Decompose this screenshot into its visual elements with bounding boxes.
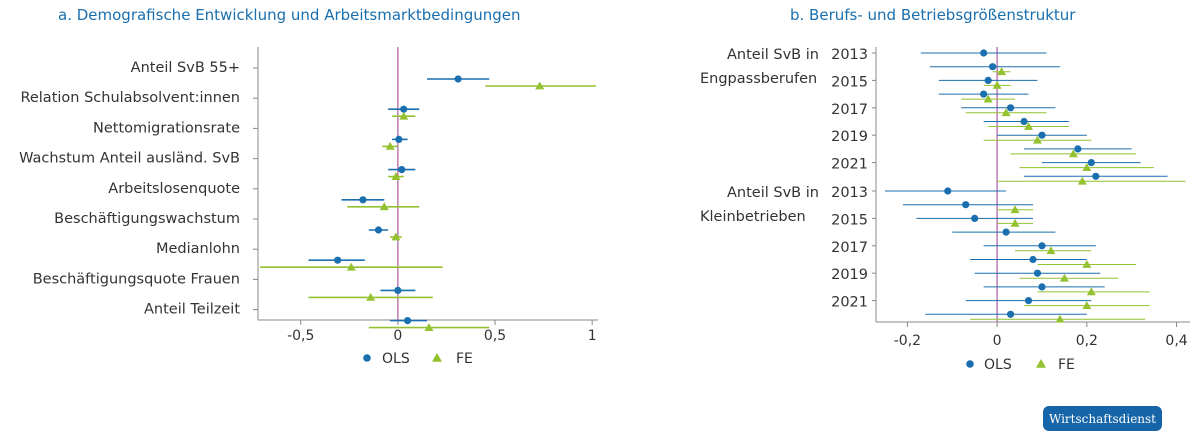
panel-b-group-label: Anteil SvB in bbox=[727, 185, 819, 201]
panel-b-year-label: 2015 bbox=[831, 74, 868, 90]
panel-b-fe-point bbox=[1024, 122, 1034, 130]
panel-a-fe-point bbox=[379, 202, 389, 211]
panel-b-ols-point bbox=[962, 201, 970, 209]
panel-b-fe-point bbox=[1077, 176, 1087, 185]
panel-a-ols-point bbox=[359, 196, 367, 204]
panel-b-ols-point bbox=[1038, 131, 1046, 139]
panel-a-category-label: Nettomigrationsrate bbox=[93, 120, 240, 136]
panel-a-fe-point bbox=[399, 111, 409, 120]
panel-a-x-tick-label: 0 bbox=[393, 328, 402, 344]
panel-b-fe-point bbox=[1010, 218, 1020, 227]
panel-b-title: b. Berufs- und Betriebsgrößenstruktur bbox=[790, 6, 1076, 24]
panel-b-fe-point bbox=[1046, 246, 1056, 255]
panel-b-fe-point bbox=[983, 94, 993, 103]
panel-b-fe-point bbox=[1082, 260, 1092, 268]
panel-b-year-label: 2013 bbox=[831, 47, 868, 63]
panel-b-ols-point bbox=[1033, 269, 1042, 277]
panel-b-ols-point bbox=[989, 63, 997, 71]
panel-b-fe-point bbox=[1082, 163, 1092, 171]
panel-a-legend-fe-marker bbox=[432, 353, 442, 362]
panel-b-fe-point bbox=[1055, 314, 1065, 323]
panel-b-group-label: Anteil SvB in bbox=[727, 47, 819, 63]
panel-a-category-label: Wachstum Anteil ausländ. SvB bbox=[19, 151, 240, 167]
panel-a-x-tick-label: 0,5 bbox=[484, 328, 506, 344]
panel-b-fe-point bbox=[997, 67, 1007, 76]
panel-b-year-label: 2019 bbox=[831, 129, 868, 145]
panel-b-ols-point bbox=[1038, 283, 1046, 291]
panel-a-category-label: Anteil SvB 55+ bbox=[131, 60, 240, 76]
panel-a-ols-point bbox=[454, 75, 462, 83]
panel-b-fe-point bbox=[1086, 287, 1096, 296]
panel-b-ols-point bbox=[1074, 145, 1082, 153]
panel-b-ols-point bbox=[1092, 172, 1100, 180]
panel-b-ols-point bbox=[1038, 242, 1046, 250]
panel-b-group-label: Kleinbetrieben bbox=[700, 209, 806, 225]
panel-b-ols-point bbox=[1087, 159, 1095, 167]
panel-b-ols-point bbox=[971, 214, 979, 222]
panel-b-fe-point bbox=[1059, 273, 1069, 282]
panel-b-legend-fe-label: FE bbox=[1058, 357, 1075, 373]
panel-a-fe-point bbox=[535, 81, 545, 90]
panel-a-legend-ols-label: OLS bbox=[382, 351, 410, 367]
panel-b-ols-point bbox=[1006, 310, 1015, 318]
panel-b-year-label: 2013 bbox=[831, 185, 868, 201]
panel-a-x-tick-label: -0,5 bbox=[287, 328, 314, 344]
panel-b-x-tick-label: 0 bbox=[993, 333, 1002, 349]
panel-a-fe-point bbox=[385, 141, 395, 150]
panel-b-year-label: 2019 bbox=[831, 267, 868, 283]
panel-a-ols-point bbox=[398, 166, 406, 174]
panel-a-category-label: Relation Schulabsolvent:innen bbox=[20, 90, 240, 106]
panel-a-fe-point bbox=[366, 292, 376, 301]
panel-b-year-label: 2017 bbox=[831, 240, 868, 256]
panel-b-ols-point bbox=[1002, 228, 1010, 236]
panel-a-category-label: Arbeitslosenquote bbox=[108, 181, 240, 197]
panel-a-ols-point bbox=[400, 105, 408, 113]
panel-b-ols-point bbox=[1006, 104, 1015, 112]
panel-a-fe-point bbox=[391, 172, 401, 180]
panel-b-year-label: 2017 bbox=[831, 102, 868, 118]
panel-a-fe-point bbox=[424, 323, 434, 331]
panel-a-ols-point bbox=[395, 135, 403, 143]
panel-b-group-label: Engpassberufen bbox=[700, 71, 817, 87]
panel-b-year-label: 2021 bbox=[831, 157, 868, 173]
panel-b-ols-point bbox=[984, 76, 992, 84]
panel-b-fe-point bbox=[1010, 205, 1020, 214]
panel-a-category-label: Medianlohn bbox=[156, 241, 240, 257]
publisher-badge: Wirtschaftsdienst bbox=[1043, 406, 1162, 431]
panel-b-fe-point bbox=[1032, 135, 1042, 144]
panel-a-title: a. Demografische Entwicklung und Arbeits… bbox=[58, 6, 521, 24]
panel-b-x-tick-label: 0,2 bbox=[1076, 333, 1098, 349]
panel-b-fe-point bbox=[992, 80, 1002, 89]
panel-a-ols-point bbox=[374, 226, 383, 234]
panel-b-fe-point bbox=[1001, 108, 1011, 117]
panel-a-legend-fe-label: FE bbox=[456, 351, 473, 367]
panel-b-legend-ols-label: OLS bbox=[984, 357, 1012, 373]
panel-b-year-label: 2015 bbox=[831, 212, 868, 228]
panel-a-category-label: Beschäftigungswachstum bbox=[54, 211, 240, 227]
panel-a-ols-point bbox=[334, 256, 342, 264]
panel-a-x-tick-label: 1 bbox=[588, 328, 597, 344]
panel-b-year-label: 2021 bbox=[831, 295, 868, 311]
panel-a-category-label: Beschäftigungsquote Frauen bbox=[33, 271, 240, 287]
panel-a-ols-point bbox=[394, 286, 402, 294]
panel-b-ols-point bbox=[980, 49, 988, 57]
panel-a-category-label: Anteil Teilzeit bbox=[144, 302, 240, 318]
panel-b-fe-point bbox=[1082, 301, 1092, 309]
panel-b-legend-fe-marker bbox=[1036, 359, 1046, 368]
panel-b-ols-point bbox=[944, 187, 952, 195]
panel-a-fe-point bbox=[391, 232, 401, 241]
panel-b-ols-point bbox=[1020, 117, 1028, 126]
panel-b-ols-point bbox=[1029, 255, 1037, 264]
panel-b-ols-point bbox=[980, 90, 988, 98]
panel-a-fe-point bbox=[346, 262, 356, 271]
panel-a-legend-ols-marker bbox=[363, 354, 371, 362]
panel-a-ols-point bbox=[404, 317, 412, 325]
panel-b-x-tick-label: 0,4 bbox=[1165, 333, 1187, 349]
panel-b-fe-point bbox=[1068, 149, 1078, 158]
panel-b-legend-ols-marker bbox=[966, 360, 974, 368]
panel-b-ols-point bbox=[1024, 297, 1033, 305]
panel-b-x-tick-label: -0,2 bbox=[894, 333, 921, 349]
